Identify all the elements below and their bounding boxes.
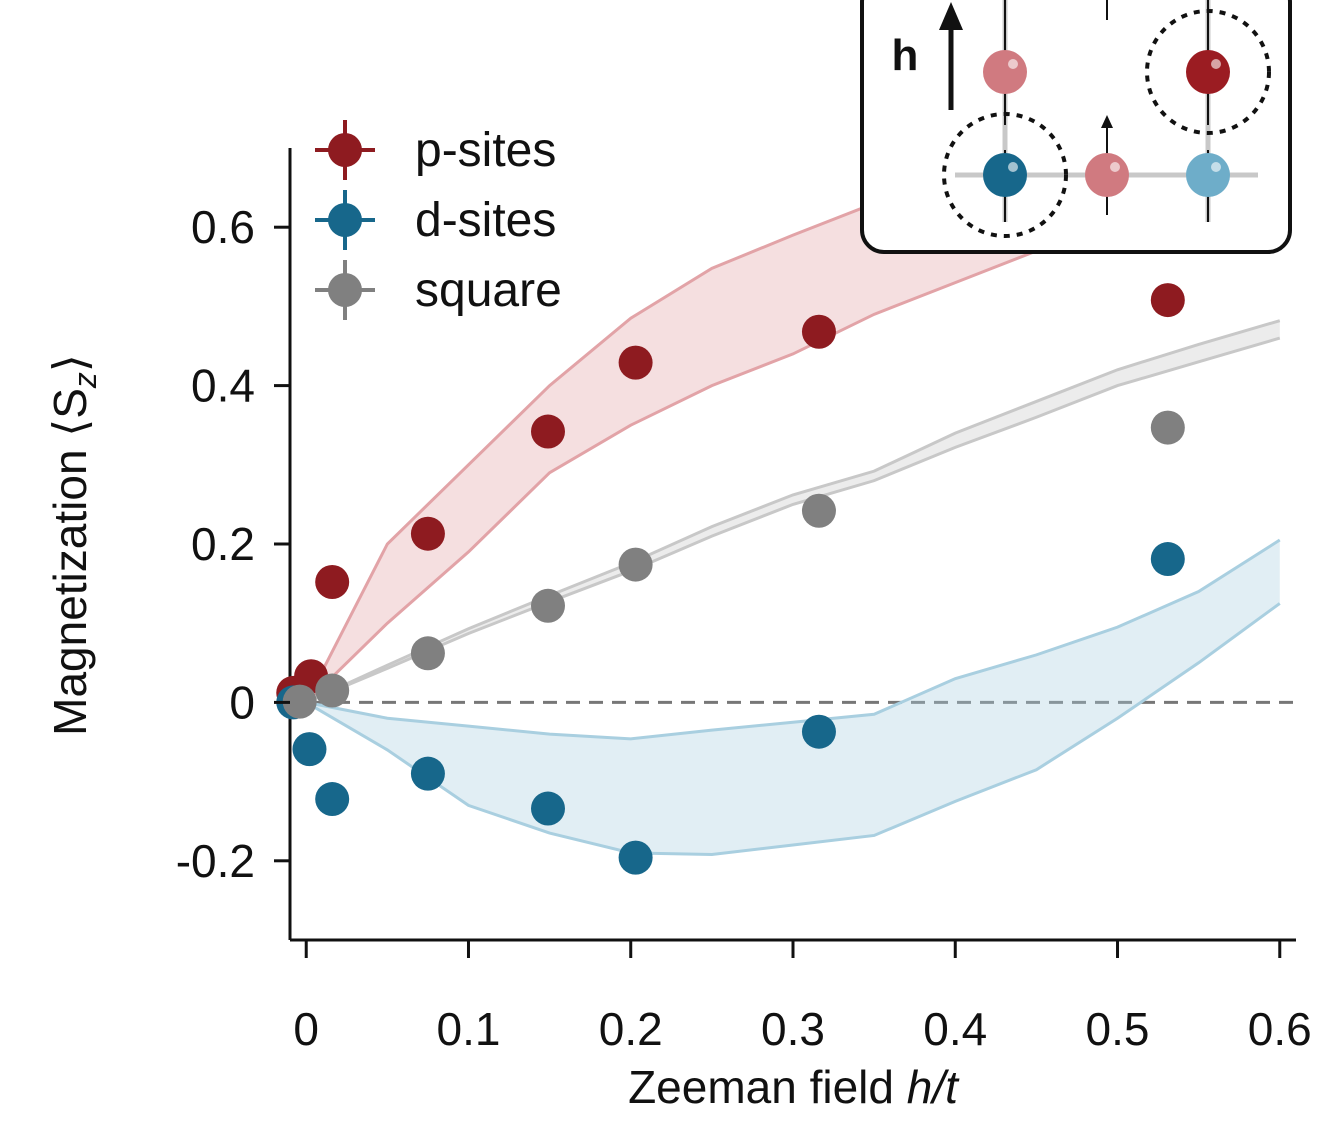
y-tick-label: 0.6 xyxy=(191,201,255,253)
data-point xyxy=(618,345,653,380)
field-arrow-head xyxy=(939,2,963,30)
y-tick-label: 0.2 xyxy=(191,518,255,570)
legend-label: square xyxy=(415,264,562,317)
data-point xyxy=(1150,410,1185,445)
site xyxy=(983,50,1027,94)
highlight xyxy=(1211,59,1221,69)
band-fill xyxy=(306,540,1280,855)
data-point xyxy=(801,714,836,749)
site-ring xyxy=(942,112,1068,238)
data-point xyxy=(530,588,565,623)
highlight xyxy=(1211,162,1221,172)
spin-head xyxy=(1101,115,1113,128)
y-axis-label: Magnetization ⟨Sz⟩ xyxy=(44,354,103,736)
site xyxy=(983,153,1027,197)
legend-marker xyxy=(328,203,362,237)
highlight xyxy=(1110,162,1120,172)
data-point xyxy=(315,673,350,708)
data-point xyxy=(315,565,350,600)
x-tick-label: 0.4 xyxy=(923,1003,987,1055)
x-tick-label: 0.3 xyxy=(761,1003,825,1055)
x-tick-label: 0.6 xyxy=(1248,1003,1312,1055)
data-point xyxy=(410,516,445,551)
data-point xyxy=(801,493,836,528)
band-edge xyxy=(305,336,1281,704)
x-tick-label: 0.1 xyxy=(437,1003,501,1055)
x-tick-label: 0.5 xyxy=(1086,1003,1150,1055)
y-label-sub: z xyxy=(67,372,103,389)
data-point xyxy=(801,314,836,349)
site-ring xyxy=(1145,9,1271,135)
data-point xyxy=(530,414,565,449)
site xyxy=(1186,153,1230,197)
y-label-close: ⟩ xyxy=(44,354,96,372)
band-edge xyxy=(305,602,1281,856)
x-label-symbol: h/t xyxy=(907,1061,960,1113)
inset-box xyxy=(860,0,1292,254)
data-point xyxy=(618,547,653,582)
data-point xyxy=(530,791,565,826)
inset: h xyxy=(860,0,1292,254)
site xyxy=(1085,153,1129,197)
data-point xyxy=(1150,542,1185,577)
y-tick-label: 0.4 xyxy=(191,360,255,412)
y-label-text: Magnetization ⟨S xyxy=(44,388,96,736)
data-point xyxy=(315,782,350,817)
band-edge xyxy=(305,538,1281,741)
legend-marker xyxy=(328,273,362,307)
legend-label: p-sites xyxy=(415,124,556,177)
data-point xyxy=(410,756,445,791)
x-tick-label: 0 xyxy=(293,1003,319,1055)
x-axis-label: Zeeman field h/t xyxy=(628,1061,960,1113)
y-tick-label: -0.2 xyxy=(176,835,255,887)
data-point xyxy=(1150,283,1185,318)
x-label-text: Zeeman field xyxy=(628,1061,907,1113)
data-point xyxy=(292,732,327,767)
data-point xyxy=(410,636,445,671)
site xyxy=(1186,50,1230,94)
data-point xyxy=(282,684,317,719)
y-tick-label: 0 xyxy=(229,676,255,728)
data-point xyxy=(618,840,653,875)
x-tick-label: 0.2 xyxy=(599,1003,663,1055)
legend-marker xyxy=(328,133,362,167)
legend-label: d-sites xyxy=(415,194,556,247)
highlight xyxy=(1008,59,1018,69)
inset-label: h xyxy=(892,31,919,80)
highlight xyxy=(1008,162,1018,172)
band-edge xyxy=(305,319,1281,704)
